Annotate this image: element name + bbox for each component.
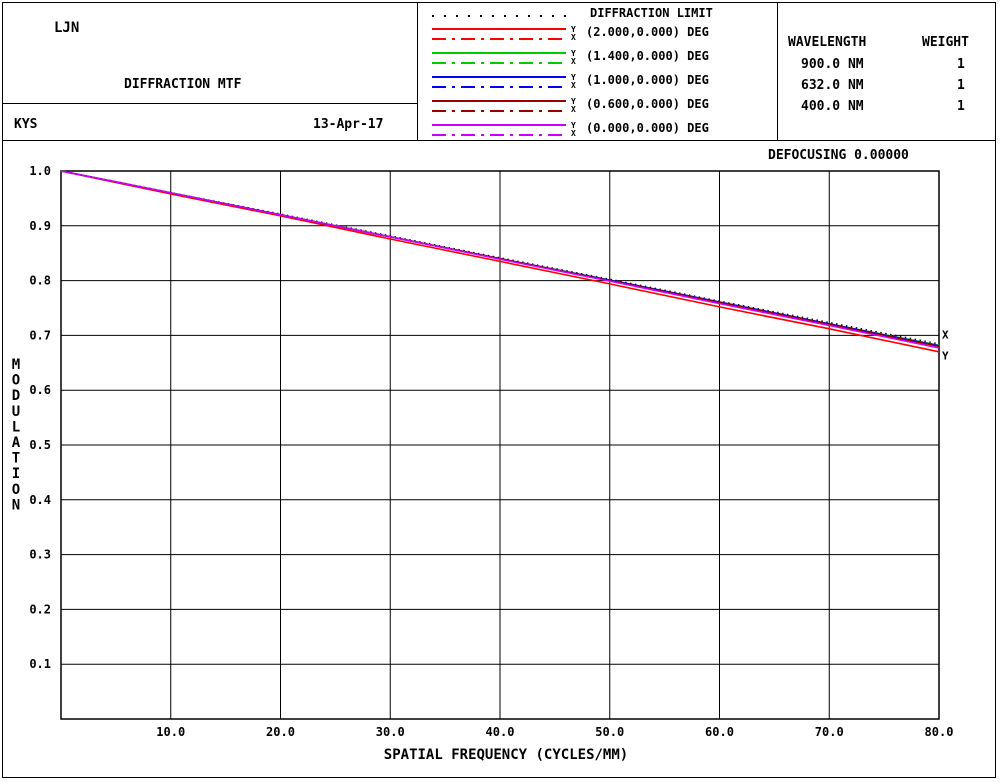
defocusing-label: DEFOCUSING 0.00000 — [768, 148, 909, 163]
x-tick-label: 60.0 — [705, 725, 734, 739]
y-axis-label-letter: O — [12, 482, 20, 498]
legend-x-marker: X — [571, 129, 576, 138]
y-axis-label-letter: M — [12, 357, 20, 373]
legend-label: (2.000,0.000) DEG — [586, 25, 709, 39]
legend-x-marker: X — [571, 105, 576, 114]
y-tick-label: 0.2 — [29, 602, 51, 616]
mtf-series-line — [60, 170, 940, 346]
y-axis-label-letter: A — [12, 435, 21, 451]
wavelength-value: 632.0 NM — [801, 78, 864, 93]
legend-y-marker: Y — [571, 73, 576, 82]
x-tick-label: 80.0 — [925, 725, 954, 739]
diffraction-limit-label: DIFFRACTION LIMIT — [590, 6, 713, 20]
y-axis-label-letter: D — [12, 388, 20, 404]
x-tick-label: 20.0 — [266, 725, 295, 739]
y-tick-label: 0.3 — [29, 548, 51, 562]
weight-value: 1 — [957, 78, 965, 93]
legend-label: (0.000,0.000) DEG — [586, 121, 709, 135]
y-axis-label-letter: N — [12, 497, 20, 513]
y-tick-label: 1.0 — [29, 164, 51, 178]
wavelength-header: WAVELENGTH — [788, 35, 867, 50]
legend-label: (0.600,0.000) DEG — [586, 97, 709, 111]
x-tick-label: 50.0 — [595, 725, 624, 739]
legend-y-marker: Y — [571, 97, 576, 106]
wavelength-value: 400.0 NM — [801, 99, 864, 114]
legend-item: Y X (1.000,0.000) DEG — [420, 70, 770, 94]
designer-name: KYS — [14, 117, 38, 132]
legend-y-marker: Y — [571, 25, 576, 34]
curve-end-x-label: X — [942, 329, 949, 342]
legend-item: Y X (1.400,0.000) DEG — [420, 46, 770, 70]
legend-x-marker: X — [571, 81, 576, 90]
y-tick-label: 0.7 — [29, 328, 51, 342]
y-tick-label: 0.4 — [29, 493, 51, 507]
legend-swatch — [432, 52, 566, 64]
wavelength-block — [777, 2, 996, 141]
x-tick-label: 10.0 — [156, 725, 185, 739]
wavelength-value: 900.0 NM — [801, 57, 864, 72]
mtf-series-line — [60, 170, 940, 353]
legend: DIFFRACTION LIMIT Y X (2.000,0.000) DEG Y X(… — [420, 4, 775, 140]
legend-label: (1.400,0.000) DEG — [586, 49, 709, 63]
y-tick-label: 0.6 — [29, 383, 51, 397]
weight-value: 1 — [957, 57, 965, 72]
y-tick-label: 0.1 — [29, 657, 51, 671]
legend-swatch — [432, 100, 566, 112]
y-tick-label: 0.5 — [29, 438, 51, 452]
y-axis-label-letter: L — [12, 419, 20, 435]
weight-header: WEIGHT — [922, 35, 969, 50]
plot-title: DIFFRACTION MTF — [124, 77, 242, 92]
legend-label: (1.000,0.000) DEG — [586, 73, 709, 87]
legend-y-marker: Y — [571, 121, 576, 130]
plot-date: 13-Apr-17 — [313, 117, 384, 132]
legend-item: Y X (2.000,0.000) DEG — [420, 22, 770, 46]
legend-x-marker: X — [571, 33, 576, 42]
legend-swatch — [432, 124, 566, 136]
legend-y-marker: Y — [571, 49, 576, 58]
y-axis-label-letter: I — [12, 466, 20, 482]
y-tick-label: 0.8 — [29, 274, 51, 288]
y-axis-label-letter: U — [12, 404, 20, 420]
y-axis-label-letter: O — [12, 373, 20, 389]
y-axis-label-letter: T — [12, 451, 20, 467]
legend-item: Y X (0.000,0.000) DEG — [420, 118, 770, 142]
legend-swatch — [432, 28, 566, 40]
lens-name: LJN — [54, 20, 80, 36]
legend-x-marker: X — [571, 57, 576, 66]
x-tick-label: 40.0 — [486, 725, 515, 739]
curve-end-y-label: Y — [942, 349, 949, 362]
legend-swatch — [432, 76, 566, 88]
y-tick-label: 0.9 — [29, 219, 51, 233]
legend-item: Y X (0.600,0.000) DEG — [420, 94, 770, 118]
x-tick-label: 30.0 — [376, 725, 405, 739]
weight-value: 1 — [957, 99, 965, 114]
x-tick-label: 70.0 — [815, 725, 844, 739]
x-axis-label: SPATIAL FREQUENCY (CYCLES/MM) — [384, 747, 628, 763]
mtf-series-line — [60, 170, 940, 349]
